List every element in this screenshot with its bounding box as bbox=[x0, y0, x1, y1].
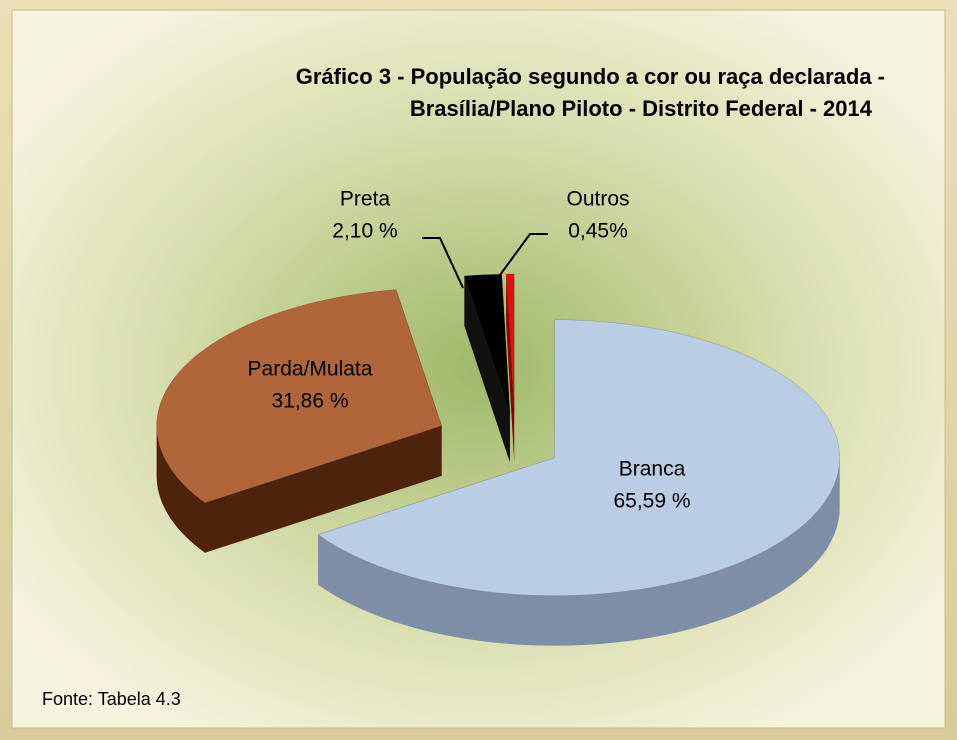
slice-side bbox=[464, 275, 510, 463]
leader-line bbox=[422, 237, 464, 289]
slice-label: Preta bbox=[340, 188, 391, 211]
slice-value: 65,59 % bbox=[613, 490, 690, 513]
slice-side bbox=[204, 425, 442, 553]
leader-line bbox=[488, 233, 548, 291]
chart-title: Gráfico 3 - População segundo a cor ou r… bbox=[296, 64, 885, 89]
slice-value: 31,86 % bbox=[271, 390, 348, 413]
slice-side bbox=[318, 457, 840, 646]
chart-title: Brasília/Plano Piloto - Distrito Federal… bbox=[410, 96, 873, 121]
slice bbox=[505, 273, 515, 413]
slice-label: Outros bbox=[566, 188, 629, 211]
slice bbox=[156, 289, 442, 504]
slice-value: 0,45% bbox=[568, 220, 628, 243]
slice-side bbox=[506, 274, 515, 463]
slice-side bbox=[156, 425, 205, 553]
slice bbox=[317, 319, 840, 596]
slice-label: Branca bbox=[619, 458, 686, 481]
slice-label: Parda/Mulata bbox=[248, 358, 373, 381]
slice-value: 2,10 % bbox=[332, 220, 397, 243]
source: Fonte: Tabela 4.3 bbox=[42, 689, 181, 709]
